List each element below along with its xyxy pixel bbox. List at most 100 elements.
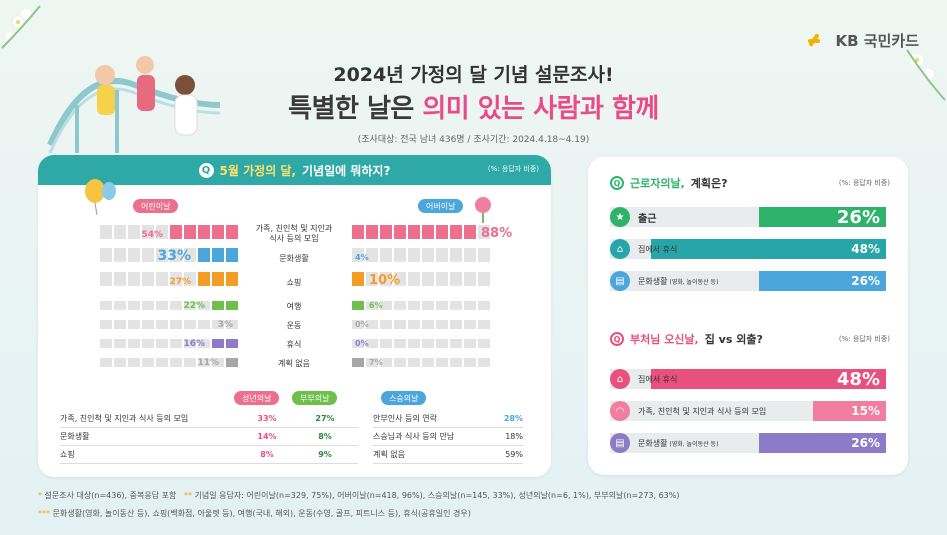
buddha-row: ⌂ 집에서 휴식 48%: [610, 368, 886, 390]
flower-icon: [475, 197, 491, 223]
right-cell: [422, 272, 434, 286]
category-label: 운동: [287, 321, 302, 330]
bar-fill: [759, 433, 886, 453]
left-cell: [198, 248, 210, 262]
right-cell: [352, 225, 364, 239]
right-cell: [394, 320, 406, 329]
subtitle-highlight: 의미 있는 사람과 함께: [422, 94, 659, 124]
left-cell: [128, 320, 140, 329]
left-cell: [128, 301, 140, 310]
row-value: 48%: [836, 368, 880, 390]
couple-table: 가족, 친인척 및 지인과 식사 등의 모임 33% 27% 문화생활 14% 8% 쇼핑 8…: [60, 410, 358, 464]
right-cell: [366, 248, 378, 262]
bar-fill: [759, 207, 886, 227]
left-cell: [128, 225, 140, 239]
flower-decoration-right: [906, 49, 946, 101]
left-cell: [142, 248, 154, 262]
left-cell: [114, 358, 126, 367]
left-cell: [198, 358, 210, 367]
right-cell: [352, 248, 364, 262]
row-label: 스승님과 식사 등의 만남: [373, 432, 455, 441]
left-cell: [184, 272, 196, 286]
left-cell: [198, 339, 210, 348]
right-cell: [464, 248, 476, 262]
left-cell: [212, 339, 224, 348]
category-label: 가족, 친인척 및 지인과: [256, 223, 333, 233]
right-cell: [450, 225, 462, 239]
right-cell: [464, 320, 476, 329]
left-cell: [114, 248, 126, 262]
row-sublabel: (영화, 놀이동산 등): [667, 279, 719, 286]
left-cell: [226, 272, 238, 286]
page-subtitle: 특별한 날은 의미 있는 사람과 함께: [0, 88, 947, 125]
right-cell: [380, 301, 392, 310]
row-value: 26%: [836, 206, 880, 228]
table-row: 쇼핑 8% 9%: [60, 446, 358, 464]
left-cell: [212, 225, 224, 239]
holiday-q-card: Q 근로자의날, 계획은? (%: 응답자 비중) Q 부처님 오신날, 집 v…: [588, 157, 908, 475]
percent-note: (%: 응답자 비중): [838, 179, 890, 187]
question-icon: Q: [610, 176, 624, 190]
right-cell: [422, 358, 434, 367]
left-cell: [170, 225, 182, 239]
right-cell: [436, 248, 448, 262]
row-value: 48%: [851, 242, 880, 256]
right-cell: [394, 301, 406, 310]
question-icon: Q: [198, 162, 214, 178]
left-cell: [156, 301, 168, 310]
right-cell: [436, 320, 448, 329]
left-cell: [100, 339, 112, 348]
left-cell: [142, 320, 154, 329]
right-cell: [408, 225, 420, 239]
left-cell: [156, 339, 168, 348]
ticket-icon: ▤: [610, 271, 630, 291]
footnote-2: *** 문화생활(영화, 놀이동산 등), 쇼핑(백화점, 아울렛 등), 여행…: [38, 509, 471, 518]
bar-fill: [651, 369, 886, 389]
category-label: 문화생활: [279, 253, 309, 263]
table-row: 스승님과 식사 등의 만남 18%: [373, 428, 523, 446]
row-label: 쇼핑: [60, 450, 75, 459]
category-label: 쇼핑: [287, 277, 302, 287]
right-cell: [380, 248, 392, 262]
tag-coming-of-age-day: 성년의날: [234, 391, 280, 405]
kb-star-icon: [807, 32, 830, 49]
holiday-plans-header: Q 5월 가정의 달, 기념일에 뭐하지?: [38, 155, 551, 185]
right-cell: [478, 339, 490, 348]
left-cell: [226, 320, 238, 329]
right-cell: [352, 301, 364, 310]
row-label: 집에서 휴식: [638, 375, 678, 384]
right-cell: [394, 358, 406, 367]
left-cell: [114, 225, 126, 239]
left-cell: [226, 248, 238, 262]
left-cell: [184, 301, 196, 310]
left-cell: [170, 272, 182, 286]
left-cell: [156, 225, 168, 239]
row-value: 26%: [851, 274, 880, 288]
right-cell: [464, 272, 476, 286]
tag-parents-day: 어버이날: [418, 199, 464, 213]
left-value-label: 33%: [157, 248, 191, 264]
left-cell: [114, 339, 126, 348]
right-cell: [422, 248, 434, 262]
percent-note: (%: 응답자 비중): [838, 335, 890, 343]
left-cell: [198, 301, 210, 310]
left-cell: [212, 272, 224, 286]
right-cell: [352, 272, 364, 286]
left-cell: [226, 358, 238, 367]
left-cell: [212, 248, 224, 262]
right-cell: [436, 339, 448, 348]
row-sublabel: (영화, 놀이동산 등): [667, 441, 719, 448]
right-value-label: 6%: [369, 301, 383, 310]
right-cell: [408, 339, 420, 348]
row-value: 33%: [257, 414, 277, 423]
left-cell: [170, 301, 182, 310]
buddha-day-prefix: 부처님 오신날,: [630, 333, 699, 346]
right-cell: [380, 272, 392, 286]
right-cell: [394, 225, 406, 239]
left-value-label: 11%: [197, 358, 219, 368]
row-label: 출근: [638, 214, 657, 225]
right-cell: [380, 225, 392, 239]
right-cell: [380, 339, 392, 348]
table-row: 계획 없음 59%: [373, 446, 523, 464]
left-cell: [212, 320, 224, 329]
